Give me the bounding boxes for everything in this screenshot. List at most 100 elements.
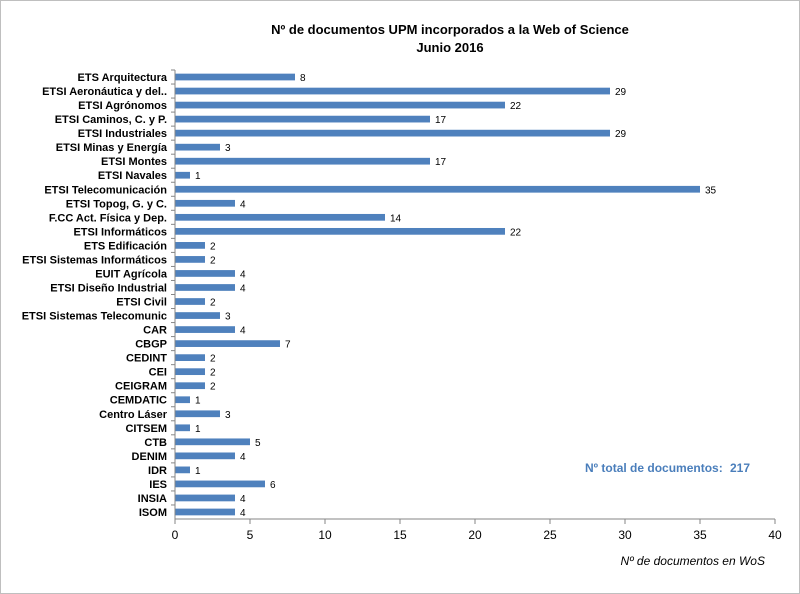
value-label-31: 4 <box>240 508 246 519</box>
bar-6 <box>175 157 430 165</box>
bar-9 <box>175 199 235 207</box>
bar-15 <box>175 284 235 291</box>
chart-title: Nº de documentos UPM incorporados a la W… <box>271 22 629 37</box>
category-label-14: EUIT Agrícola <box>95 268 168 280</box>
x-tick-label-6: 30 <box>618 528 632 542</box>
x-axis-ticks: 0 5 10 15 20 25 30 35 40 <box>171 69 782 542</box>
category-label-15: ETSI Diseño Industrial <box>50 282 167 294</box>
bar-17 <box>175 312 220 319</box>
x-axis-label: Nº de documentos en WoS <box>621 554 765 568</box>
value-label-30: 4 <box>240 494 246 505</box>
category-label-6: ETSI Montes <box>101 156 167 168</box>
category-label-7: ETSI Navales <box>98 170 167 182</box>
x-tick-label-5: 25 <box>543 528 557 542</box>
value-label-13: 2 <box>210 255 216 266</box>
category-label-26: CTB <box>144 437 167 449</box>
bar-11 <box>175 227 505 235</box>
value-label-14: 4 <box>240 269 246 280</box>
value-label-0: 8 <box>300 73 306 84</box>
category-label-30: INSIA <box>138 493 167 505</box>
bar-3 <box>175 115 430 123</box>
bar-4 <box>175 129 610 137</box>
x-tick-label-4: 20 <box>468 528 482 542</box>
bar-8 <box>175 185 700 193</box>
category-label-20: CEDINT <box>126 353 167 365</box>
category-label-12: ETS Edificación <box>84 240 167 252</box>
category-label-17: ETSI Sistemas Telecomunic <box>22 311 167 323</box>
value-label-7: 1 <box>195 171 201 182</box>
bar-13 <box>175 256 205 263</box>
value-label-29: 6 <box>270 480 276 491</box>
bar-27 <box>175 452 235 460</box>
x-tick-label-1: 5 <box>247 528 254 542</box>
category-label-11: ETSI Informáticos <box>73 226 167 238</box>
value-label-16: 2 <box>210 298 216 309</box>
category-label-2: ETSI Agrónomos <box>78 100 167 112</box>
bar-23 <box>175 396 190 404</box>
category-label-22: CEIGRAM <box>115 381 167 393</box>
value-label-25: 1 <box>195 424 201 435</box>
bar-29 <box>175 480 265 488</box>
category-label-21: CEI <box>149 367 167 379</box>
value-label-11: 22 <box>510 227 522 238</box>
bar-18 <box>175 326 235 333</box>
value-label-12: 2 <box>210 241 216 252</box>
value-label-20: 2 <box>210 354 216 365</box>
value-label-6: 17 <box>435 157 447 168</box>
bar-20 <box>175 354 205 361</box>
bar-14 <box>175 270 235 277</box>
value-label-15: 4 <box>240 283 246 294</box>
value-label-27: 4 <box>240 452 246 463</box>
category-label-29: IES <box>149 479 167 491</box>
total-documents-label: Nº total de documentos: <box>585 461 723 475</box>
bar-10 <box>175 213 385 221</box>
x-tick-label-8: 40 <box>768 528 782 542</box>
value-label-19: 7 <box>285 340 291 351</box>
category-label-1: ETSI Aeronáutica y del.. <box>42 86 167 98</box>
bar-12 <box>175 242 205 249</box>
x-tick-label-2: 10 <box>318 528 332 542</box>
chart-subtitle: Junio 2016 <box>416 40 483 55</box>
category-label-31: ISOM <box>139 507 167 519</box>
category-label-9: ETSI Topog, G. y C. <box>66 198 167 210</box>
value-label-28: 1 <box>195 466 201 477</box>
bar-7 <box>175 171 190 179</box>
category-label-24: Centro Láser <box>99 409 168 421</box>
category-label-16: ETSI Civil <box>116 297 167 309</box>
x-tick-label-3: 15 <box>393 528 407 542</box>
category-label-13: ETSI Sistemas Informáticos <box>22 254 167 266</box>
category-label-19: CBGP <box>135 339 167 351</box>
total-documents-value: 217 <box>730 461 750 475</box>
value-label-17: 3 <box>225 312 231 323</box>
value-label-26: 5 <box>255 438 261 449</box>
value-label-4: 29 <box>615 129 627 140</box>
bar-26 <box>175 438 250 446</box>
value-label-1: 29 <box>615 87 627 98</box>
category-label-3: ETSI Caminos, C. y P. <box>55 114 167 126</box>
bar-1 <box>175 87 610 95</box>
category-label-25: CITSEM <box>125 423 167 435</box>
category-label-27: DENIM <box>132 451 167 463</box>
value-label-24: 3 <box>225 410 231 421</box>
category-label-8: ETSI Telecomunicación <box>44 184 167 196</box>
category-label-0: ETS Arquitectura <box>78 72 168 84</box>
bar-25 <box>175 424 190 432</box>
value-label-23: 1 <box>195 396 201 407</box>
value-label-2: 22 <box>510 101 522 112</box>
category-label-18: CAR <box>143 325 167 337</box>
value-label-8: 35 <box>705 185 717 196</box>
category-label-4: ETSI Industriales <box>78 128 167 140</box>
value-label-10: 14 <box>390 213 402 224</box>
bar-2 <box>175 101 505 109</box>
x-tick-label-0: 0 <box>172 528 179 542</box>
category-label-10: F.CC Act. Física y Dep. <box>49 212 167 224</box>
bar-19 <box>175 340 280 347</box>
category-label-28: IDR <box>148 465 167 477</box>
value-label-9: 4 <box>240 199 246 210</box>
bars-group <box>175 73 700 516</box>
value-label-21: 2 <box>210 368 216 379</box>
category-labels: ETS Arquitectura ETSI Aeronáutica y del..… <box>22 72 168 519</box>
